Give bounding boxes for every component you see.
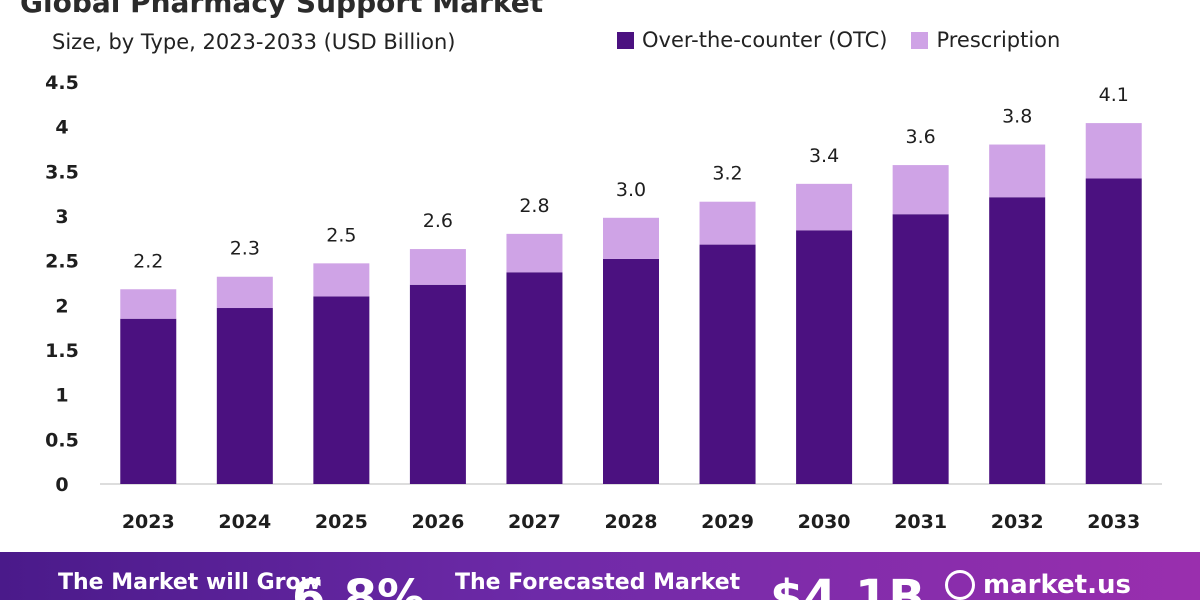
- bar-prescription: [216, 276, 273, 309]
- bar-prescription: [313, 263, 370, 297]
- brand-logo: market.us: [945, 570, 1131, 600]
- legend-swatch-prescription: [911, 31, 929, 49]
- y-tick-label: 2.5: [45, 251, 79, 273]
- y-tick-label: 1: [55, 385, 68, 407]
- bar-otc: [989, 197, 1046, 485]
- y-tick-label: 3.5: [45, 161, 79, 183]
- bar-total-label: 3.4: [809, 145, 839, 167]
- bar-chart: 0 0.5 1 1.5 2 2.5 3 3.5 4 4.5 2.2 2023 2.3 2024 2.5 202…: [45, 72, 1162, 533]
- bar-otc: [506, 272, 563, 484]
- legend: Over-the-counter (OTC) Prescription: [617, 28, 1060, 52]
- x-tick-label: 2029: [701, 511, 754, 533]
- legend-label-prescription: Prescription: [936, 28, 1061, 52]
- y-tick-label: 4: [55, 117, 68, 139]
- legend-item-otc: Over-the-counter (OTC): [617, 28, 887, 52]
- bar-otc: [796, 230, 853, 484]
- bar-total-label: 2.8: [519, 195, 549, 217]
- footer-grow-value: 6.8%: [292, 570, 426, 600]
- bar-prescription: [603, 217, 659, 259]
- bar-prescription: [120, 289, 177, 319]
- x-tick-label: 2030: [798, 511, 851, 533]
- x-tick-label: 2025: [315, 511, 368, 533]
- y-tick-label: 1.5: [45, 340, 79, 362]
- footer-banner: The Market will Grow 6.8% The Forecasted…: [0, 552, 1200, 600]
- bar-total-label: 3.0: [616, 179, 646, 201]
- bar-otc: [409, 284, 466, 484]
- bar-otc: [216, 308, 273, 484]
- footer-forecast-value: $4.1B: [770, 570, 926, 600]
- bar-prescription: [989, 144, 1046, 198]
- chart-title: Global Pharmacy Support Market: [20, 0, 544, 19]
- y-tick-label: 4.5: [45, 72, 79, 94]
- bar-prescription: [409, 249, 466, 285]
- x-tick-label: 2026: [411, 511, 464, 533]
- y-tick-label: 3: [55, 206, 68, 228]
- bar-otc: [892, 214, 949, 485]
- bar-total-label: 3.8: [1002, 106, 1032, 128]
- bar-otc: [120, 318, 177, 484]
- y-tick-label: 2: [55, 295, 68, 317]
- y-tick-label: 0.5: [45, 429, 79, 451]
- x-tick-label: 2032: [991, 511, 1044, 533]
- footer-grow-label: The Market will Grow: [58, 570, 321, 595]
- bar-total-label: 3.2: [712, 163, 742, 185]
- bar-otc: [699, 244, 756, 484]
- bar-prescription: [506, 233, 563, 273]
- x-tick-label: 2033: [1087, 511, 1140, 533]
- x-tick-label: 2028: [605, 511, 658, 533]
- bar-prescription: [796, 183, 853, 231]
- chart-subtitle: Size, by Type, 2023-2033 (USD Billion): [52, 30, 456, 54]
- y-tick-label: 0: [55, 474, 68, 496]
- bar-total-label: 2.2: [133, 250, 163, 272]
- bar-otc: [603, 258, 659, 484]
- footer-forecast-label: The Forecasted Market: [455, 570, 741, 595]
- x-tick-label: 2027: [508, 511, 561, 533]
- legend-label-otc: Over-the-counter (OTC): [642, 28, 888, 52]
- bar-total-label: 2.6: [423, 210, 453, 232]
- brand-name: market.us: [983, 570, 1131, 600]
- x-tick-label: 2023: [122, 511, 175, 533]
- brand-logo-icon: [945, 570, 975, 600]
- bar-prescription: [699, 201, 756, 245]
- bar-prescription: [1085, 123, 1142, 179]
- bar-total-label: 3.6: [906, 126, 936, 148]
- bar-total-label: 4.1: [1099, 84, 1129, 106]
- bar-otc: [1085, 178, 1142, 485]
- legend-swatch-otc: [617, 31, 634, 49]
- x-tick-label: 2031: [894, 511, 947, 533]
- legend-item-prescription: Prescription: [911, 28, 1060, 52]
- bar-prescription: [892, 165, 949, 215]
- bar-otc: [313, 296, 370, 484]
- x-tick-label: 2024: [218, 511, 271, 533]
- bar-total-label: 2.5: [326, 224, 356, 246]
- bar-total-label: 2.3: [230, 238, 260, 260]
